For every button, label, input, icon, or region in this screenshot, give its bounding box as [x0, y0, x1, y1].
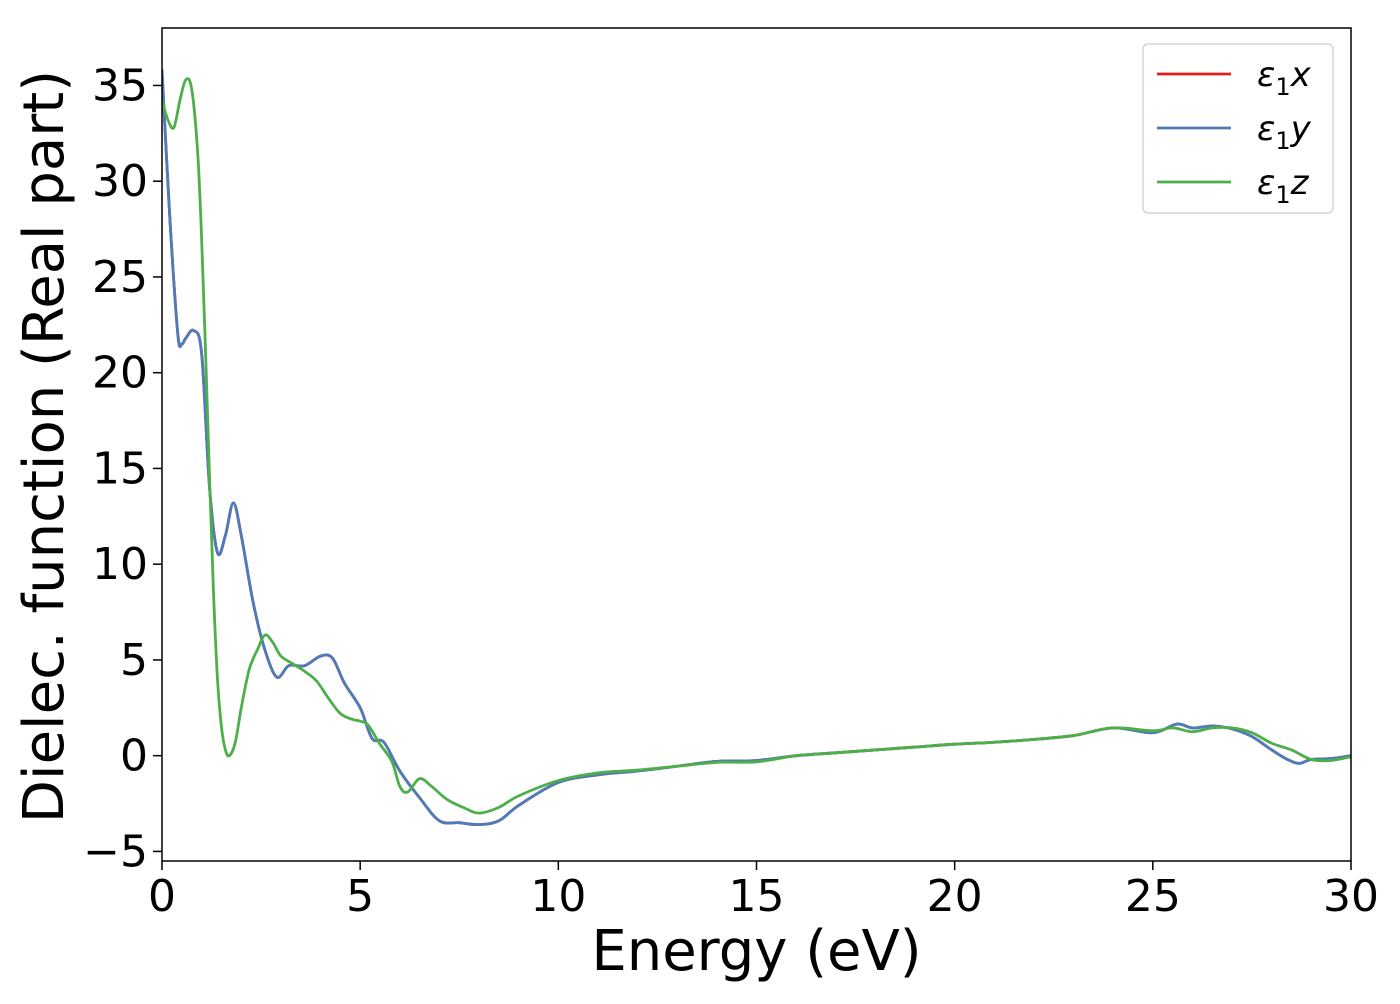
y-axis-title: Dielec. function (Real part) — [12, 70, 77, 823]
x-tick-label: 0 — [148, 871, 176, 922]
series-line-y — [162, 68, 1351, 827]
series-line-z — [162, 77, 1351, 815]
x-tick-label: 15 — [729, 871, 785, 922]
y-tick-label: 0 — [120, 731, 148, 782]
plot-frame — [161, 27, 1352, 862]
legend-items: ε1x ε1y ε1z — [1157, 55, 1312, 209]
y-tick-label: 30 — [92, 156, 148, 207]
legend-label-x: ε1x — [1257, 55, 1312, 101]
y-tick-label: 35 — [92, 60, 148, 111]
y-tick-label: 15 — [92, 443, 148, 494]
legend-label-y: ε1y — [1257, 109, 1312, 155]
x-tick-label: 25 — [1125, 871, 1181, 922]
x-tick-label: 20 — [927, 871, 983, 922]
legend: ε1x ε1y ε1z — [1142, 43, 1334, 214]
y-tick-label: 20 — [92, 348, 148, 399]
x-axis-title: Energy (eV) — [591, 919, 921, 984]
legend-label-z: ε1z — [1257, 163, 1310, 209]
series-layer — [162, 68, 1351, 827]
x-tick-label: 30 — [1323, 871, 1379, 922]
y-tick-label: 25 — [92, 252, 148, 303]
x-tick-label: 10 — [530, 871, 586, 922]
y-tick-label: 10 — [92, 539, 148, 590]
y-tick-label: −5 — [83, 826, 148, 877]
x-tick-label: 5 — [346, 871, 374, 922]
legend-box — [1142, 43, 1334, 214]
y-tick-label: 5 — [120, 635, 148, 686]
